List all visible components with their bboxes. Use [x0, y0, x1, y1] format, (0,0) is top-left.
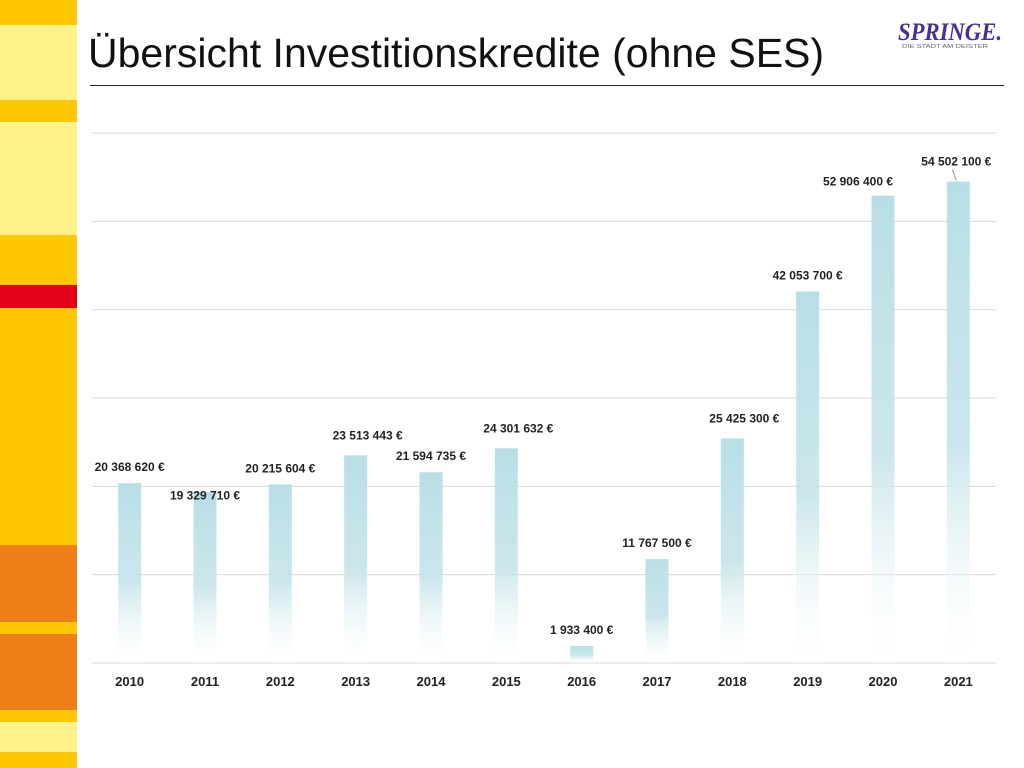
stripe-10: [0, 634, 77, 710]
data-label: 24 301 632 €: [483, 421, 553, 435]
logo-wordmark: SPRINGE.: [898, 19, 1002, 46]
stripe-13: [0, 752, 77, 768]
x-tick-label: 2021: [944, 674, 973, 689]
data-label: 25 425 300 €: [709, 411, 779, 425]
stripe-5: [0, 235, 77, 285]
x-tick-label: 2016: [567, 674, 596, 689]
x-tick-label: 2010: [115, 674, 144, 689]
bar-2020: [871, 195, 895, 663]
stripe-12: [0, 722, 77, 752]
bar-2012: [268, 484, 292, 663]
bar-2017: [645, 559, 669, 663]
stripe-1: [0, 0, 77, 25]
bar-2016: [570, 645, 594, 663]
data-label: 11 767 500 €: [622, 536, 692, 550]
data-label: 20 368 620 €: [95, 460, 165, 474]
data-label: 52 906 400 €: [823, 175, 893, 189]
stripe-8: [0, 545, 77, 622]
data-label: 54 502 100 €: [921, 155, 991, 169]
x-tick-label: 2017: [643, 674, 672, 689]
logo-tagline: DIE STADT AM DEISTER: [902, 44, 989, 50]
bar-2015: [494, 448, 518, 663]
stripe-3: [0, 100, 77, 122]
x-tick-label: 2020: [869, 674, 898, 689]
bar-2014: [419, 472, 443, 663]
x-tick-label: 2013: [341, 674, 370, 689]
stripe-4: [0, 122, 77, 235]
data-label: 42 053 700 €: [773, 269, 843, 283]
data-label: 19 329 710 €: [170, 488, 240, 502]
x-tick-label: 2018: [718, 674, 747, 689]
stripe-2: [0, 25, 77, 100]
stripe-9: [0, 622, 77, 634]
data-label: 20 215 604 €: [245, 461, 315, 475]
x-tick-label: 2015: [492, 674, 521, 689]
stripe-7: [0, 308, 77, 545]
bar-2021: [946, 181, 970, 663]
data-label: 23 513 443 €: [333, 428, 403, 442]
bar-2019: [796, 291, 820, 663]
bar-2010: [118, 483, 142, 663]
bar-2013: [344, 455, 368, 663]
data-label: 1 933 400 €: [550, 623, 614, 637]
x-tick-label: 2011: [191, 674, 219, 689]
x-tick-label: 2019: [793, 674, 822, 689]
slide-title: Übersicht Investitionskredite (ohne SES): [88, 30, 825, 76]
data-label: 21 594 735 €: [396, 449, 466, 463]
springe-logo: SPRINGE. DIE STADT AM DEISTER: [898, 19, 1002, 50]
x-tick-label: 2014: [417, 674, 447, 689]
stripe-6: [0, 285, 77, 308]
bar-2011: [193, 492, 217, 663]
leader-line: [951, 169, 957, 181]
bar-2018: [720, 438, 744, 663]
x-tick-label: 2012: [266, 674, 295, 689]
title-rule: [90, 85, 1004, 86]
stripe-11: [0, 710, 77, 722]
